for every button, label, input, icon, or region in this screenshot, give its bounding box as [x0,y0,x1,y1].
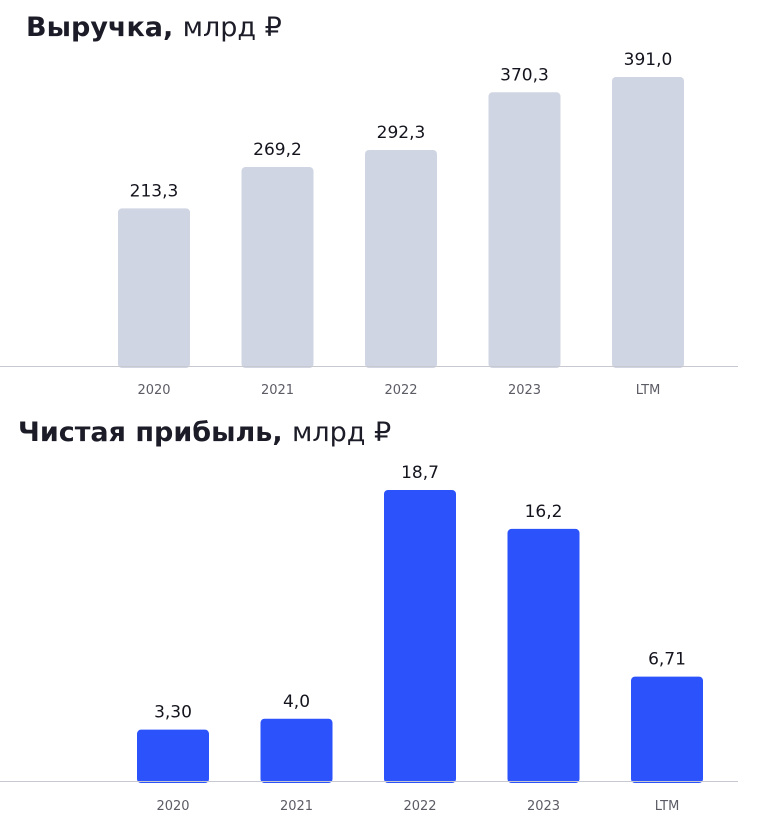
revenue-title-text: Выручка, [26,12,174,43]
net-profit-chart-title: Чистая прибыль, млрд ₽ [18,417,391,448]
revenue-value-label: 370,3 [500,65,549,85]
net-profit-x-tick-label: 2020 [156,799,189,814]
revenue-x-tick-label: 2023 [508,383,541,398]
net-profit-bar [507,528,580,783]
net-profit-x-tick-label: 2021 [280,799,313,814]
net-profit-bar [384,490,456,783]
revenue-value-label: 391,0 [624,50,673,70]
net-profit-title-unit: млрд ₽ [292,417,392,448]
net-profit-value-label: 6,71 [648,650,686,670]
revenue-value-label: 292,3 [377,123,426,143]
revenue-value-label: 269,2 [253,140,302,160]
revenue-bar [241,167,314,368]
net-profit-value-label: 3,30 [154,703,192,723]
revenue-x-tick-label: LTM [636,383,661,398]
revenue-bar [612,77,684,368]
net-profit-value-label: 18,7 [401,463,439,483]
net-profit-bar [137,729,209,783]
net-profit-x-tick-label: 2023 [527,799,560,814]
net-profit-bar [260,718,333,783]
revenue-value-label: 213,3 [130,181,179,201]
net-profit-x-tick-label: LTM [655,799,680,814]
net-profit-value-label: 16,2 [525,502,563,522]
revenue-chart: 213,3 2020 269,2 2021 292,3 2022 370,3 2023 391,… [0,50,738,398]
revenue-x-tick-label: 2021 [261,383,294,398]
revenue-bar [488,92,561,369]
net-profit-x-tick-label: 2022 [403,799,436,814]
net-profit-title-text: Чистая прибыль, [18,417,283,448]
revenue-x-tick-label: 2020 [137,383,170,398]
revenue-bar [365,149,437,368]
net-profit-value-label: 4,0 [283,692,310,712]
revenue-x-tick-label: 2022 [384,383,417,398]
net-profit-bar [631,676,703,783]
revenue-chart-title: Выручка, млрд ₽ [26,12,282,43]
revenue-bar [118,208,190,368]
revenue-title-unit: млрд ₽ [182,12,282,43]
